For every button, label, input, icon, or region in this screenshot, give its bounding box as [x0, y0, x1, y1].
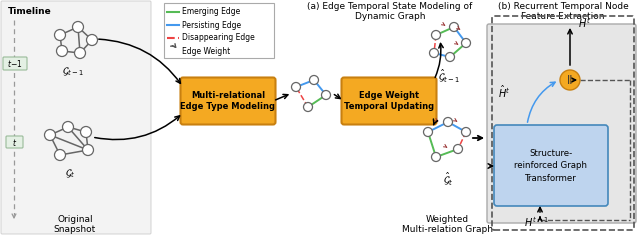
Bar: [164, 3, 274, 58]
Circle shape: [63, 121, 74, 133]
Circle shape: [74, 47, 86, 59]
Text: Edge Weight: Edge Weight: [182, 47, 230, 55]
FancyBboxPatch shape: [1, 1, 151, 234]
Text: Disappearing Edge: Disappearing Edge: [182, 34, 255, 43]
Text: (a) Edge Temporal State Modeling of
Dynamic Graph: (a) Edge Temporal State Modeling of Dyna…: [307, 2, 472, 21]
Text: Weighted
Multi-relation Graph: Weighted Multi-relation Graph: [401, 215, 493, 234]
Circle shape: [321, 90, 330, 99]
Text: (b) Recurrent Temporal Node
Feature Extraction: (b) Recurrent Temporal Node Feature Extr…: [498, 2, 628, 21]
Text: Edge Weight
Temporal Updating: Edge Weight Temporal Updating: [344, 91, 434, 111]
Text: Persisting Edge: Persisting Edge: [182, 20, 241, 30]
Circle shape: [461, 39, 470, 47]
FancyBboxPatch shape: [342, 78, 436, 125]
Text: Structure-
reinforced Graph
Transformer: Structure- reinforced Graph Transformer: [515, 149, 588, 183]
Text: $H^{t-1}$: $H^{t-1}$: [524, 215, 548, 229]
FancyBboxPatch shape: [3, 57, 27, 70]
Circle shape: [431, 153, 440, 161]
Circle shape: [45, 129, 56, 141]
Text: $H^t$: $H^t$: [578, 16, 591, 30]
Text: $\hat{\mathcal{G}}_{t}$: $\hat{\mathcal{G}}_{t}$: [443, 170, 453, 187]
Circle shape: [54, 149, 65, 161]
FancyBboxPatch shape: [487, 24, 636, 223]
Circle shape: [424, 128, 433, 137]
Circle shape: [56, 46, 67, 56]
Text: $\hat{H}^t$: $\hat{H}^t$: [498, 84, 510, 100]
Text: $t$: $t$: [12, 137, 17, 148]
Circle shape: [291, 82, 301, 91]
FancyBboxPatch shape: [180, 78, 275, 125]
Circle shape: [54, 30, 65, 40]
Text: Multi-relational
Edge Type Modeling: Multi-relational Edge Type Modeling: [180, 91, 275, 111]
Circle shape: [461, 128, 470, 137]
Circle shape: [303, 102, 312, 111]
Circle shape: [310, 75, 319, 85]
Circle shape: [560, 70, 580, 90]
Circle shape: [445, 52, 454, 62]
Text: Emerging Edge: Emerging Edge: [182, 8, 240, 16]
FancyBboxPatch shape: [494, 125, 608, 206]
Circle shape: [72, 21, 83, 32]
Circle shape: [81, 126, 92, 137]
Circle shape: [444, 118, 452, 126]
Circle shape: [86, 35, 97, 46]
Circle shape: [429, 48, 438, 58]
Circle shape: [83, 145, 93, 156]
Text: $t\!-\!1$: $t\!-\!1$: [7, 58, 23, 69]
Circle shape: [454, 145, 463, 153]
Text: Original
Snapshot: Original Snapshot: [54, 215, 96, 234]
Text: $\mathcal{G}_{t-1}$: $\mathcal{G}_{t-1}$: [62, 65, 84, 78]
Text: ||: ||: [567, 75, 573, 85]
Text: $\hat{\mathcal{G}}_{t-1}$: $\hat{\mathcal{G}}_{t-1}$: [438, 67, 460, 84]
FancyBboxPatch shape: [6, 136, 23, 148]
Text: $\mathcal{G}_{t}$: $\mathcal{G}_{t}$: [65, 167, 76, 180]
Circle shape: [449, 23, 458, 31]
Text: Timeline: Timeline: [8, 7, 52, 16]
Circle shape: [431, 31, 440, 39]
